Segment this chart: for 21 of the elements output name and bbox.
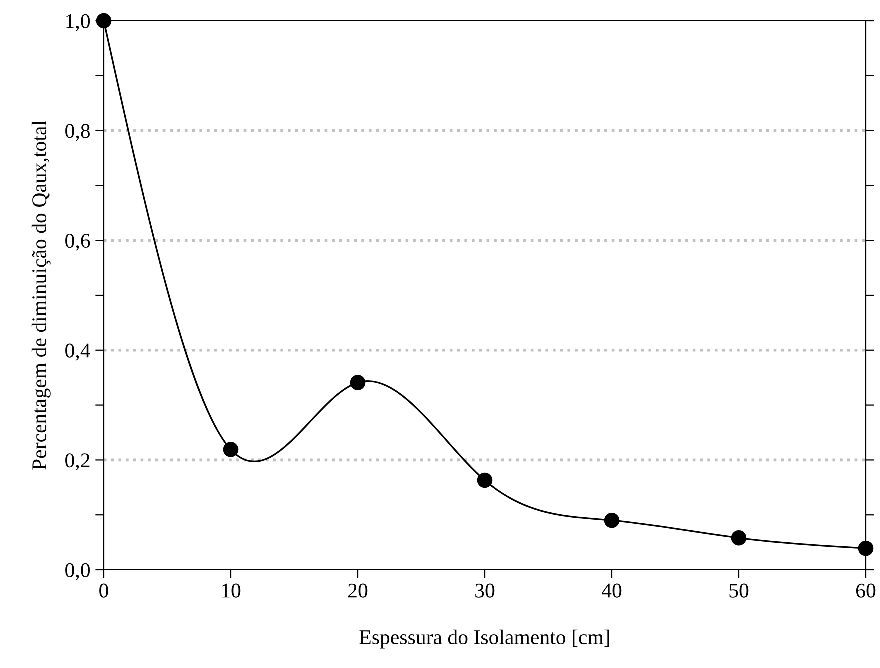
y-tick-label: 0,0 — [66, 563, 90, 580]
y-tick-label: 1,0 — [66, 14, 90, 32]
x-tick-label: 30 — [476, 584, 495, 598]
point — [858, 540, 874, 556]
point — [223, 442, 239, 458]
x-tick-label: 20 — [348, 584, 368, 598]
point — [604, 512, 620, 528]
y-tick-label: 0,8 — [66, 124, 90, 142]
y-axis-title: Percentagem de diminuição do Qaux,total — [32, 120, 51, 470]
x-tick-label: 0 — [100, 584, 108, 598]
point — [477, 472, 493, 488]
x-tick-label: 40 — [602, 584, 622, 598]
y-tick-label: 0,6 — [66, 234, 90, 252]
x-tick-label: 50 — [730, 584, 749, 598]
y-tick-label: 0,4 — [66, 344, 90, 361]
x-tick-label: 10 — [222, 584, 241, 598]
y-tick-label: 0,2 — [66, 454, 90, 471]
x-axis-title: Espessura do Isolamento [cm] — [360, 630, 610, 649]
point — [350, 375, 366, 390]
point — [731, 530, 747, 546]
x-tick-label: 60 — [856, 584, 876, 598]
